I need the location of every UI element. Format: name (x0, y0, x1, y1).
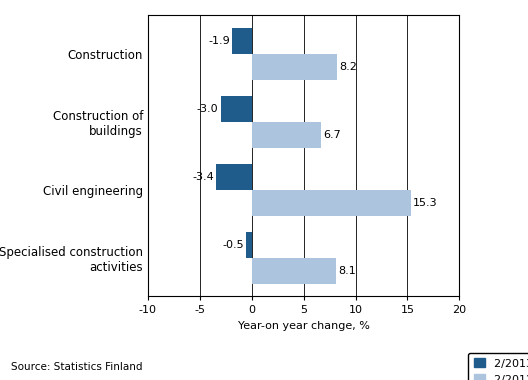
Bar (216, 164, 252, 190)
Text: 8.2: 8.2 (339, 62, 357, 72)
Text: 6.7: 6.7 (323, 130, 341, 140)
X-axis label: Year-on year change, %: Year-on year change, % (238, 321, 370, 331)
Text: 15.3: 15.3 (413, 198, 437, 208)
Bar (252, 122, 321, 148)
Bar (232, 28, 252, 54)
Bar (252, 190, 411, 215)
Bar (221, 96, 252, 122)
Legend: 2/2013 - 4/2013, 2/2012 - 4/2012: 2/2013 - 4/2013, 2/2012 - 4/2012 (468, 353, 528, 380)
Text: Source: Statistics Finland: Source: Statistics Finland (11, 363, 142, 372)
Text: -3.4: -3.4 (193, 172, 214, 182)
Text: -1.9: -1.9 (208, 36, 230, 46)
Bar (252, 54, 337, 80)
Text: -0.5: -0.5 (223, 240, 244, 250)
Bar (252, 258, 336, 283)
Text: -3.0: -3.0 (197, 104, 219, 114)
Bar (247, 232, 252, 258)
Text: 8.1: 8.1 (338, 266, 356, 276)
